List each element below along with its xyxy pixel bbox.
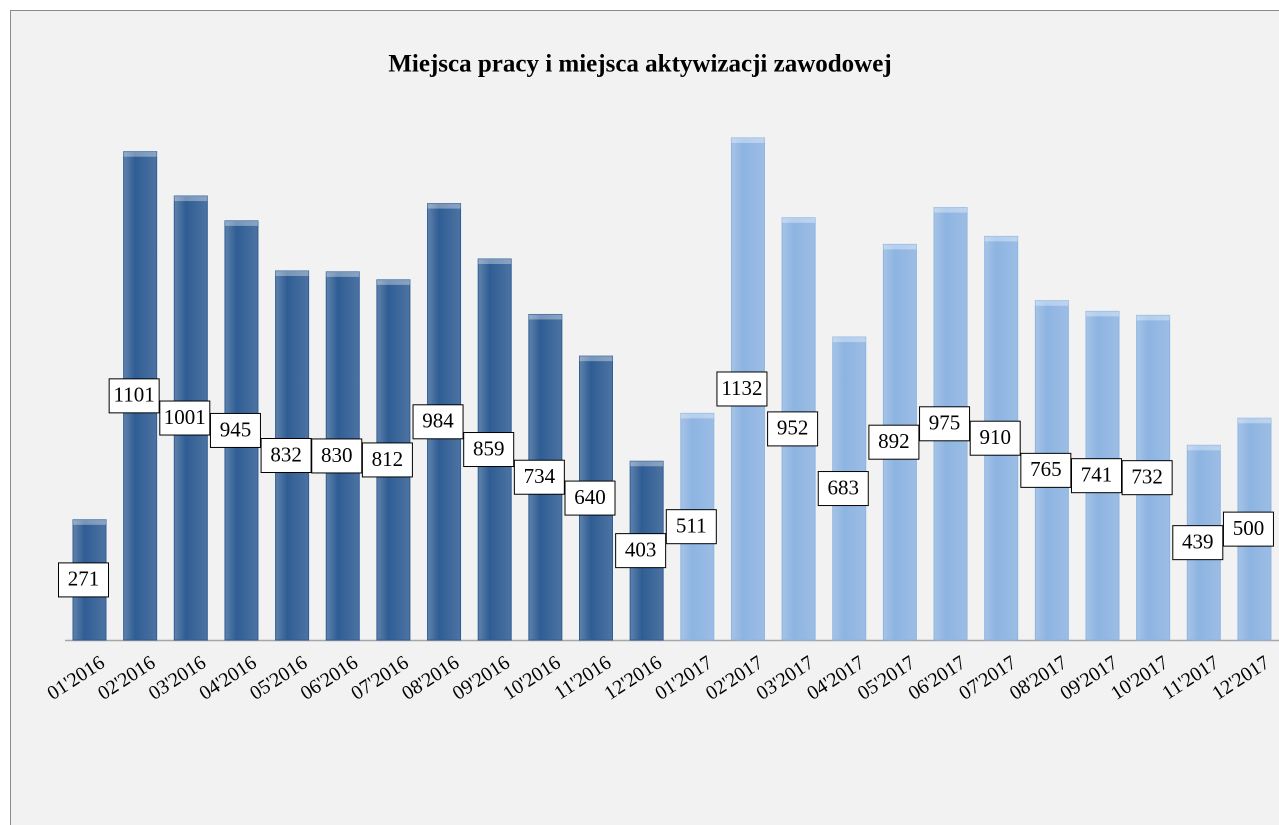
data-label-box [159,400,211,436]
bar-cap [528,314,562,320]
data-label-box [108,378,160,414]
data-label: 271 [68,567,100,591]
bar-cap [832,337,866,343]
bar-cap [73,519,106,525]
bar-cap [1136,315,1170,321]
data-label: 812 [372,447,404,471]
data-label-box [361,442,413,478]
bar-cap [1237,418,1271,424]
data-label-box [58,562,109,598]
bar-cap [478,259,512,265]
bar-cap [680,413,714,419]
bar-cap [123,151,157,157]
data-label: 1132 [721,376,762,400]
data-label: 975 [929,411,961,435]
data-label-box [969,420,1021,456]
bar-cap [782,217,816,223]
bar-cap [731,137,765,143]
data-label-box [311,438,363,474]
data-label: 984 [422,409,454,433]
data-label-box [1071,458,1122,494]
data-label: 832 [270,442,302,466]
data-label: 952 [777,416,809,440]
bar-cap [326,271,360,277]
data-label-box [209,412,261,448]
bar-cap [427,203,461,209]
bar-cap [1187,445,1221,451]
data-label-box [665,509,717,545]
bar-cap [275,271,309,277]
bar-cap [1035,300,1069,306]
data-label: 859 [473,436,505,460]
data-label: 910 [979,425,1011,449]
data-label: 732 [1131,464,1163,488]
data-label-box [513,459,565,495]
bar-cap [630,461,664,467]
data-label: 1101 [114,383,155,407]
data-label: 892 [878,429,910,453]
data-label-box [1222,511,1274,547]
data-label-box [1020,452,1072,488]
data-label-box [260,438,312,474]
data-label: 830 [321,443,353,467]
data-label: 511 [676,513,707,537]
data-label: 765 [1030,457,1062,481]
bar-cap [174,196,208,202]
data-label: 1001 [164,405,206,429]
data-label-box [463,432,515,468]
data-label-box [716,371,768,407]
data-label-box [412,404,464,440]
data-label: 640 [574,485,606,509]
bar-cap [984,236,1018,242]
data-label-box [919,406,971,442]
bar-cap [934,207,968,213]
data-label: 439 [1182,529,1214,553]
data-label-box [615,533,667,569]
data-label-box [564,480,616,516]
data-label-box [1121,460,1173,496]
bar-cap [224,220,258,226]
data-label: 500 [1233,516,1265,540]
data-label: 741 [1081,462,1113,486]
bar-cap [579,356,613,362]
bar-cap [1086,311,1119,317]
data-label-box [1172,525,1224,561]
data-label: 683 [828,475,860,499]
data-label-box [767,411,819,447]
chart-title: Miejsca pracy i miejsca aktywizacji zawo… [388,51,891,78]
data-label: 734 [524,464,556,488]
bar-cap [376,279,410,285]
data-label: 945 [220,417,252,441]
data-label: 403 [625,537,657,561]
data-label-box [817,471,869,507]
bar-cap [883,244,917,250]
data-label-box [868,424,920,460]
